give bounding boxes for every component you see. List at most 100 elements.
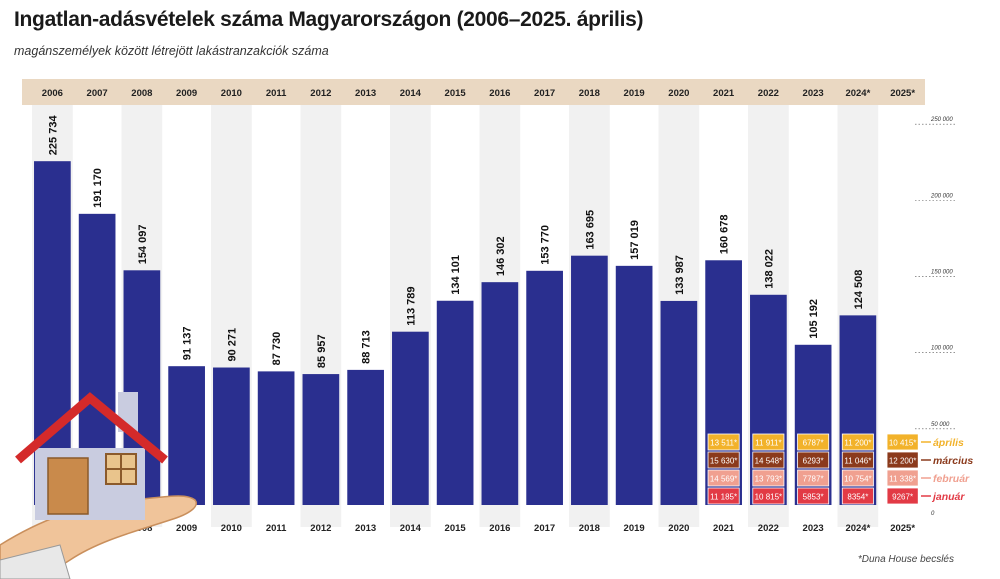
bar-value-label: 105 192 [808,299,820,339]
bar [34,161,71,505]
month-segment-label: 14 548* [755,457,783,466]
month-segment-március [707,451,740,469]
year-axis-label: 2025* [890,523,915,534]
month-segment-április [752,433,785,451]
house-roof [15,392,168,464]
bar [436,300,474,505]
year-axis-label: 2010 [221,523,242,534]
month-segment-label: 14 569* [710,475,738,484]
month-segment-label: 6787* [803,439,824,448]
bar-value-label: 91 137 [182,327,194,361]
month-segment-label: 11 911* [755,439,781,448]
year-header-label: 2007 [87,88,108,99]
year-axis-label: 2013 [355,523,376,534]
year-header-label: 2024* [845,88,870,99]
month-segment-február [707,469,740,487]
year-header-label: 2021 [713,88,735,99]
bar [481,282,519,505]
legend-label-április: április [933,437,964,449]
bar-value-label: 85 957 [316,334,328,368]
month-segment-március [841,451,874,469]
bar-value-label: 153 770 [540,225,552,265]
year-axis-label: 2021 [713,523,735,534]
year-axis-label: 2020 [668,523,689,534]
month-segment-február [886,469,919,487]
bar-value-label: 133 987 [674,255,686,295]
year-header-label: 2018 [579,88,600,99]
year-header-label: 2013 [355,88,376,99]
month-segment-február [752,469,785,487]
bar [168,366,205,505]
sleeve-shape [0,544,71,579]
year-header-label: 2008 [131,88,152,99]
year-header-label: 2011 [266,88,287,99]
month-segment-label: 6293* [803,457,824,466]
legend-label-február: február [933,473,970,485]
month-segment-január [841,487,874,505]
bar [615,265,653,505]
footnote: *Duna House becslés [857,554,954,565]
month-segment-label: 11 338* [889,475,916,484]
bar [392,331,429,505]
month-segment-label: 13 511* [710,439,737,448]
year-header-label: 2020 [668,88,689,99]
year-axis-label: 2023 [803,523,824,534]
month-segment-január [707,487,740,505]
bar-value-label: 163 695 [584,210,596,250]
month-segment-label: 8354* [847,493,868,502]
bar-value-label: 157 019 [629,220,641,260]
chart-subtitle: magánszemélyek között létrejött lakástra… [14,44,329,58]
bar [347,369,384,505]
month-segment-február [841,469,874,487]
year-header-label: 2015 [445,88,467,99]
header-band [22,79,925,105]
month-segment-label: 10 415* [889,439,917,448]
year-axis-label: 2024* [845,523,870,534]
y-tick-label: 200 000 [930,193,953,199]
bar-value-label: 191 170 [92,168,104,208]
month-segment-label: 5853* [803,493,824,502]
year-axis-label: 2018 [579,523,600,534]
month-segment-label: 7787* [803,475,824,484]
y-tick-label: 0 [931,511,935,517]
bar-value-label: 90 271 [226,328,238,362]
bar [257,371,295,505]
year-axis-label: 2015 [445,523,467,534]
month-segment-label: 11 200* [844,439,871,448]
year-axis-label: 2012 [310,523,331,534]
y-tick-label: 50 000 [931,422,950,428]
y-tick-label: 250 000 [930,117,953,123]
bar-value-label: 146 302 [495,236,507,276]
month-segment-label: 9267* [892,493,913,502]
house-illustration [0,392,197,579]
year-header-label: 2016 [489,88,510,99]
year-header-label: 2025* [890,88,915,99]
month-segment-label: 10 815* [755,493,783,502]
month-segment-április [707,433,740,451]
year-header-label: 2009 [176,88,197,99]
year-axis-label: 2017 [534,523,555,534]
year-header-label: 2019 [624,88,645,99]
legend-label-március: március [933,455,973,467]
month-segment-március [797,451,830,469]
month-segment-label: 11 046* [844,457,871,466]
bar [526,270,563,505]
month-segment-április [841,433,874,451]
year-axis-label: 2011 [266,523,287,534]
y-tick-label: 150 000 [931,270,953,276]
year-axis-label: 2009 [176,523,197,534]
month-segment-label: 15 630* [710,457,738,466]
bar [302,374,340,505]
year-header-label: 2014 [400,88,422,99]
year-header-label: 2023 [803,88,824,99]
month-segment-január [752,487,785,505]
bar-value-label: 225 734 [47,115,59,156]
bar-value-label: 154 097 [137,225,149,265]
house-door [47,457,89,515]
year-header-label: 2022 [758,88,779,99]
year-axis-label: 2016 [489,523,510,534]
month-segment-label: 10 754* [844,475,872,484]
year-axis-label: 2019 [624,523,645,534]
legend-label-január: január [931,491,965,503]
